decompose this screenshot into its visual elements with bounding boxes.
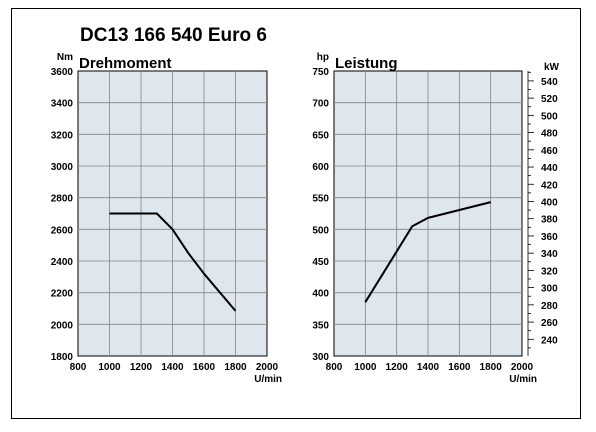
kw-tick-label: 340 bbox=[541, 249, 558, 260]
power-x-tick-label: 1600 bbox=[448, 362, 471, 373]
kw-tick-label: 360 bbox=[541, 232, 558, 243]
power-x-tick-label: 1200 bbox=[386, 362, 409, 373]
torque-x-tick-label: 1000 bbox=[98, 362, 121, 373]
torque-x-tick-label: 1200 bbox=[130, 362, 153, 373]
power-x-unit-label: U/min bbox=[509, 374, 537, 385]
power-y-tick-label: 700 bbox=[312, 99, 329, 110]
kw-tick-label: 500 bbox=[541, 111, 558, 122]
torque-y-tick-label: 3200 bbox=[51, 130, 74, 141]
torque-y-tick-label: 3400 bbox=[51, 99, 74, 110]
power-y-tick-label: 500 bbox=[312, 225, 329, 236]
power-y-tick-label: 350 bbox=[312, 320, 329, 331]
power-curve bbox=[364, 201, 491, 303]
power-y-tick-label: 450 bbox=[312, 257, 329, 268]
kw-tick-label: 280 bbox=[541, 301, 558, 312]
torque-chart: 800 1000 1200 1400 1600 1800 2000 1800 2000 2200 2… bbox=[51, 52, 282, 385]
kw-unit-label: kW bbox=[544, 62, 560, 73]
torque-y-tick-label: 3000 bbox=[51, 162, 74, 173]
kw-tick-label: 540 bbox=[541, 77, 558, 88]
torque-y-unit-label: Nm bbox=[57, 52, 73, 63]
kw-tick-label: 460 bbox=[541, 146, 558, 157]
power-y-tick-label: 550 bbox=[312, 194, 329, 205]
power-x-tick-label: 800 bbox=[326, 362, 343, 373]
power-x-tick-label: 1800 bbox=[480, 362, 503, 373]
kw-tick-label: 240 bbox=[541, 335, 558, 346]
chart-frame bbox=[11, 8, 581, 419]
power-x-tick-label: 1000 bbox=[354, 362, 377, 373]
power-y-tick-label: 750 bbox=[312, 67, 329, 78]
torque-y-tick-label: 2000 bbox=[51, 320, 74, 331]
kw-tick-label: 480 bbox=[541, 129, 558, 140]
kw-tick-label: 520 bbox=[541, 94, 558, 105]
torque-x-tick-label: 1400 bbox=[161, 362, 184, 373]
torque-x-tick-label: 2000 bbox=[256, 362, 279, 373]
kw-tick-label: 400 bbox=[541, 197, 558, 208]
torque-curve bbox=[109, 212, 237, 312]
power-y-tick-label: 300 bbox=[312, 352, 329, 363]
kw-tick-label: 320 bbox=[541, 266, 558, 277]
torque-x-unit-label: U/min bbox=[254, 374, 282, 385]
kw-tick-label: 260 bbox=[541, 318, 558, 329]
kw-tick-label: 380 bbox=[541, 215, 558, 226]
power-y-tick-label: 400 bbox=[312, 289, 329, 300]
kw-tick-label: 420 bbox=[541, 180, 558, 191]
chart-title: DC13 166 540 Euro 6 bbox=[80, 25, 267, 46]
torque-y-tick-label: 2200 bbox=[51, 289, 74, 300]
power-y-tick-label: 600 bbox=[312, 162, 329, 173]
power-x-tick-label: 1400 bbox=[417, 362, 440, 373]
torque-x-tick-label: 800 bbox=[70, 362, 87, 373]
kw-tick-label: 300 bbox=[541, 284, 558, 295]
torque-y-tick-label: 2800 bbox=[51, 194, 74, 205]
torque-y-tick-label: 2400 bbox=[51, 257, 74, 268]
power-x-tick-label: 2000 bbox=[511, 362, 534, 373]
torque-x-tick-label: 1600 bbox=[193, 362, 216, 373]
torque-y-tick-label: 3600 bbox=[51, 67, 74, 78]
torque-x-tick-label: 1800 bbox=[224, 362, 247, 373]
torque-y-tick-label: 1800 bbox=[51, 352, 74, 363]
kw-tick-label: 440 bbox=[541, 163, 558, 174]
torque-subtitle: Drehmoment bbox=[79, 55, 172, 72]
power-chart: 800 1000 1200 1400 1600 1800 2000 300 350 400 450 5… bbox=[312, 52, 559, 385]
torque-y-tick-label: 2600 bbox=[51, 225, 74, 236]
power-y-tick-label: 650 bbox=[312, 130, 329, 141]
power-y-unit-label: hp bbox=[317, 52, 329, 63]
power-subtitle: Leistung bbox=[335, 55, 398, 72]
